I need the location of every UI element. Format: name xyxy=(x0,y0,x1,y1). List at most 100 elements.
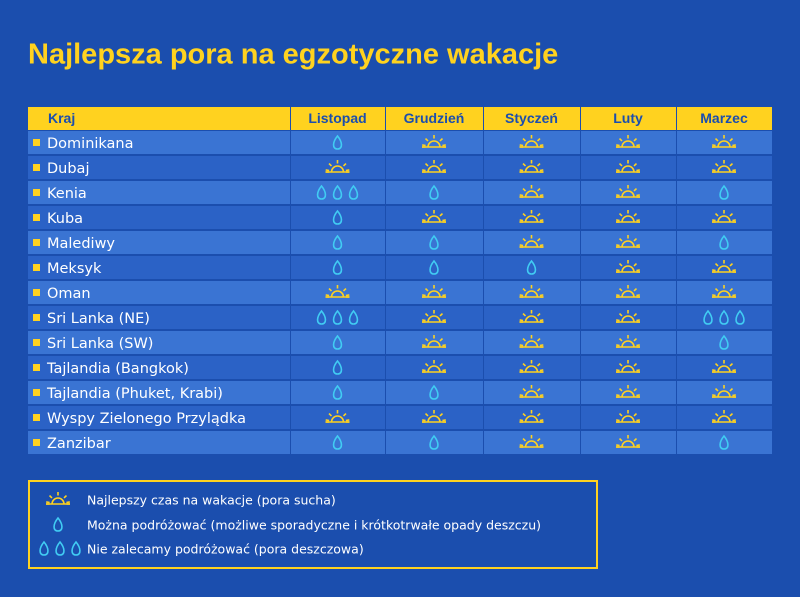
cell xyxy=(677,156,772,179)
sun-arc xyxy=(621,365,635,373)
sun-arc xyxy=(621,165,635,173)
cell xyxy=(291,406,385,429)
sun-ray xyxy=(618,287,623,292)
rating-icon xyxy=(712,385,736,398)
rating-icon xyxy=(325,410,350,423)
sun-arc xyxy=(524,140,539,148)
bullet xyxy=(33,314,40,321)
country: Zanzibar xyxy=(47,436,111,452)
sun-ray xyxy=(616,419,620,422)
sun-ray xyxy=(712,219,716,222)
rating-icon xyxy=(332,134,343,150)
sun-ray xyxy=(633,362,638,367)
cell xyxy=(581,281,676,304)
cell xyxy=(386,306,483,329)
legend-icon xyxy=(46,492,70,505)
sun-ray xyxy=(618,237,623,242)
sun-ray xyxy=(616,144,620,147)
sun-ray xyxy=(729,412,734,417)
rating-icon xyxy=(422,160,446,173)
sun-ray xyxy=(442,344,446,347)
sun-ray xyxy=(519,219,524,222)
cell xyxy=(386,256,483,279)
bullet xyxy=(33,289,40,296)
drop xyxy=(719,334,729,350)
rating-icon xyxy=(325,160,350,173)
sun-ray xyxy=(633,162,638,167)
sun-ray xyxy=(714,387,719,392)
sun-ray xyxy=(729,162,734,167)
cell xyxy=(386,356,483,379)
sun-arc xyxy=(621,140,635,148)
sun-ray xyxy=(424,137,429,142)
rating-icon xyxy=(519,210,544,223)
cell xyxy=(677,131,772,154)
sun-ray xyxy=(439,137,444,142)
sun-ray xyxy=(616,219,620,222)
sun-ray xyxy=(539,294,544,297)
sun-ray xyxy=(328,412,333,417)
cell xyxy=(291,156,385,179)
sun-ray xyxy=(539,319,544,322)
rating-icon xyxy=(616,160,640,173)
drop xyxy=(719,234,729,250)
drop xyxy=(429,184,439,200)
sun-ray xyxy=(539,419,544,422)
rating-icon xyxy=(422,310,446,323)
sun-ray xyxy=(636,319,640,322)
sun-ray xyxy=(328,287,333,292)
legend-label: Najlepszy czas na wakacje (pora sucha) xyxy=(87,493,336,508)
rating-icon xyxy=(519,135,544,148)
sun-arc xyxy=(621,390,635,398)
sun-ray xyxy=(522,237,527,242)
cell xyxy=(581,131,676,154)
rating-icon xyxy=(316,309,359,325)
drop xyxy=(332,359,343,375)
rating-icon xyxy=(712,260,736,273)
cell xyxy=(581,156,676,179)
rating-icon xyxy=(422,135,446,148)
bullet xyxy=(33,339,40,346)
sun-ray xyxy=(714,412,719,417)
sun-ray xyxy=(636,419,640,422)
country: Meksyk xyxy=(47,261,102,277)
cell xyxy=(484,156,580,179)
sun-ray xyxy=(616,319,620,322)
rating-icon xyxy=(616,235,640,248)
bullet xyxy=(33,189,40,196)
legend-label: Nie zalecamy podróżować (pora deszczowa) xyxy=(87,542,364,557)
rating-icon xyxy=(719,434,729,450)
sun-ray xyxy=(536,237,541,242)
rating-icon xyxy=(429,259,439,275)
sun-ray xyxy=(522,412,527,417)
drop xyxy=(703,309,713,325)
drop xyxy=(332,309,343,325)
sun-ray xyxy=(712,369,716,372)
bullet xyxy=(33,389,40,396)
sun-ray xyxy=(714,287,719,292)
sun-ray xyxy=(519,344,524,347)
header-label: Listopad xyxy=(308,110,366,126)
sun-ray xyxy=(325,294,330,297)
sun-arc xyxy=(621,315,635,323)
sun-arc xyxy=(621,215,635,223)
country: Tajlandia (Phuket, Krabi) xyxy=(46,386,223,402)
cell xyxy=(677,431,772,454)
header-cell xyxy=(291,107,385,130)
sun-ray xyxy=(439,287,444,292)
sun-ray xyxy=(422,169,426,172)
sun-ray xyxy=(616,269,620,272)
sun-ray xyxy=(345,294,350,297)
cell xyxy=(581,306,676,329)
sun-ray xyxy=(539,394,544,397)
rating-icon xyxy=(519,410,544,423)
cell xyxy=(484,406,580,429)
sun-ray xyxy=(618,412,623,417)
drop xyxy=(735,309,745,325)
sun-arc xyxy=(717,390,731,398)
sun-ray xyxy=(729,287,734,292)
rating-icon xyxy=(325,285,350,298)
sun-ray xyxy=(539,369,544,372)
sun-ray xyxy=(633,412,638,417)
rating-icon xyxy=(429,234,439,250)
